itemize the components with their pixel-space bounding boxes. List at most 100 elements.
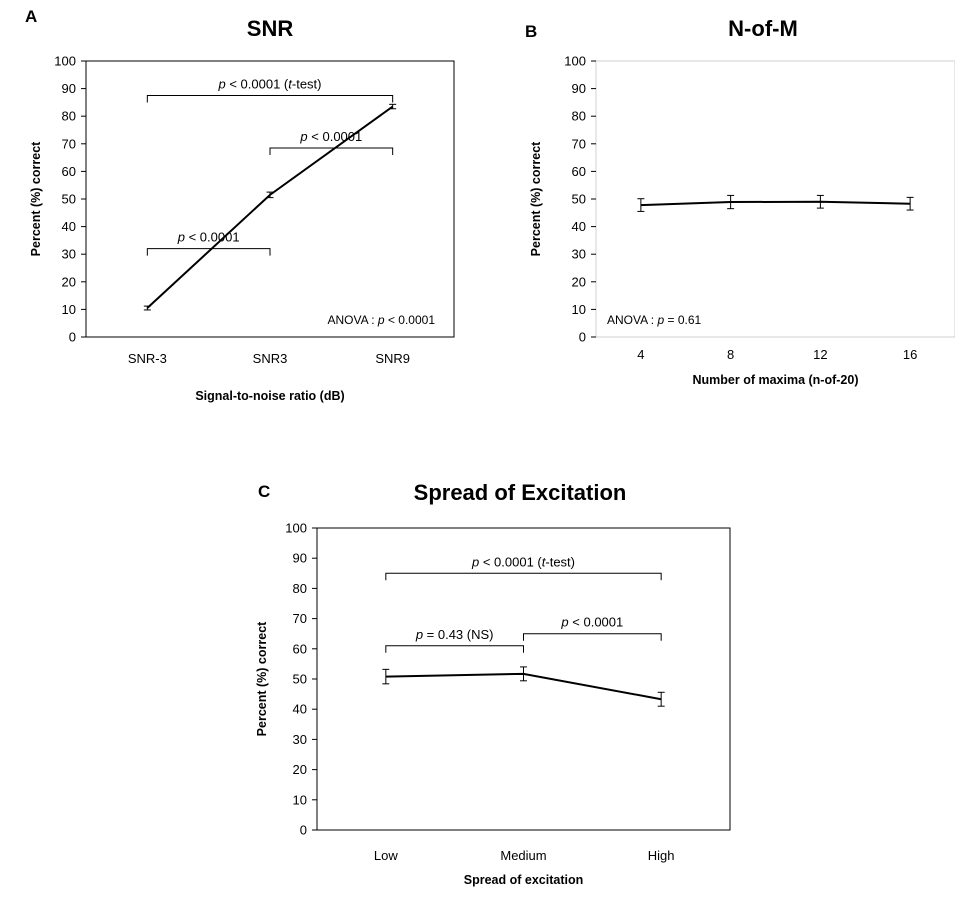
- anova-label-part: ANOVA :: [327, 313, 377, 327]
- chart-panel-a: A SNR 0 10 20 30 40 50 60 70 80 90 100 SNR-3 SNR3 SNR9 S…: [25, 7, 455, 403]
- y-tick-label: 40: [62, 219, 76, 234]
- significance-bracket: p < 0.0001 (t-test): [146, 77, 394, 103]
- bracket-label-part: t: [288, 77, 293, 92]
- y-tick-label: 20: [62, 274, 76, 289]
- x-tick-label: 4: [637, 347, 644, 362]
- y-tick-label: 70: [572, 136, 586, 151]
- series-line: [640, 200, 911, 207]
- y-tick-label: 10: [572, 302, 586, 317]
- chart-panel-b: B N-of-M 0 10 20 30 40 50 60 70 80 90 100 4 8 12 16 Numbe…: [525, 16, 955, 387]
- y-tick-label: 50: [293, 672, 307, 687]
- y-tick-label: 10: [62, 302, 76, 317]
- bracket-label-part: p: [471, 554, 479, 569]
- bracket-label-part: p: [415, 627, 423, 642]
- bracket-line: [385, 645, 524, 653]
- bracket-label-part: p: [560, 615, 568, 630]
- y-tick-label: 100: [285, 521, 307, 536]
- y-axis-label: Percent (%) correct: [29, 141, 43, 256]
- anova-label-part: p: [377, 313, 385, 327]
- x-axis-label: Number of maxima (n-of-20): [693, 373, 859, 387]
- y-tick-label: 30: [62, 247, 76, 262]
- x-tick-label: SNR-3: [128, 351, 167, 366]
- y-axis-label: Percent (%) correct: [255, 621, 269, 736]
- y-tick-label: 20: [572, 274, 586, 289]
- y-tick-label: 90: [293, 551, 307, 566]
- y-tick-label: 70: [293, 611, 307, 626]
- bracket-line: [385, 572, 662, 581]
- chart-panel-c: C Spread of Excitation 0 10 20 30 40 50 60 70 80 90…: [255, 480, 731, 887]
- x-tick-label: 12: [813, 347, 827, 362]
- y-tick-label: 100: [54, 54, 76, 69]
- y-tick-label: 80: [572, 109, 586, 124]
- plot-area-border: [85, 60, 455, 338]
- bracket-label-part: p: [217, 77, 225, 92]
- x-tick-label: SNR9: [375, 351, 410, 366]
- bracket-label: p < 0.0001: [177, 230, 240, 245]
- y-tick-label: 30: [293, 732, 307, 747]
- y-tick-label: 60: [572, 164, 586, 179]
- y-tick-label: 0: [300, 823, 307, 838]
- bracket-label-part: < 0.0001 (: [479, 554, 542, 569]
- anova-label: ANOVA : p = 0.61: [607, 313, 702, 327]
- y-tick-label: 0: [579, 330, 586, 345]
- x-tick-label: SNR3: [253, 351, 288, 366]
- y-tick-label: 80: [293, 581, 307, 596]
- y-tick-label: 10: [293, 792, 307, 807]
- bracket-line: [523, 633, 662, 641]
- significance-bracket: p < 0.0001: [523, 615, 662, 641]
- y-tick-label: 40: [293, 702, 307, 717]
- y-tick-label: 40: [572, 219, 586, 234]
- bracket-line: [269, 147, 394, 155]
- y-tick-label: 70: [62, 136, 76, 151]
- panel-letter: A: [25, 7, 37, 26]
- y-tick-label: 80: [62, 109, 76, 124]
- bracket-label-part: < 0.0001 (: [226, 77, 289, 92]
- bracket-label-part: -test): [545, 554, 575, 569]
- x-axis-label: Spread of excitation: [464, 873, 583, 887]
- bracket-label-part: p: [177, 230, 185, 245]
- bracket-label-part: < 0.0001: [308, 129, 363, 144]
- significance-bracket: p < 0.0001 (t-test): [385, 554, 662, 581]
- bracket-line: [146, 248, 271, 256]
- bracket-label-part: < 0.0001: [569, 615, 624, 630]
- y-tick-label: 60: [62, 164, 76, 179]
- panel-letter: C: [258, 482, 270, 501]
- x-tick-label: Low: [374, 848, 398, 863]
- anova-label-part: p: [656, 313, 664, 327]
- bracket-label-part: -test): [292, 77, 322, 92]
- anova-label-part: < 0.0001: [385, 313, 436, 327]
- chart-title: SNR: [247, 16, 294, 41]
- y-tick-label: 90: [572, 81, 586, 96]
- y-tick-label: 0: [69, 330, 76, 345]
- bracket-label-part: t: [542, 554, 547, 569]
- y-axis-label: Percent (%) correct: [529, 141, 543, 256]
- bracket-label-part: = 0.43 (NS): [423, 627, 493, 642]
- chart-title: Spread of Excitation: [414, 480, 627, 505]
- y-tick-label: 100: [564, 54, 586, 69]
- bracket-label: p < 0.0001: [560, 615, 623, 630]
- y-tick-label: 50: [572, 192, 586, 207]
- x-tick-label: High: [648, 848, 675, 863]
- significance-bracket: p = 0.43 (NS): [385, 627, 524, 653]
- bracket-label: p = 0.43 (NS): [415, 627, 494, 642]
- anova-label-part: ANOVA :: [607, 313, 657, 327]
- y-tick-label: 50: [62, 192, 76, 207]
- chart-title: N-of-M: [728, 16, 798, 41]
- y-tick-label: 60: [293, 641, 307, 656]
- bracket-label: p < 0.0001 (t-test): [471, 554, 575, 569]
- anova-label-part: = 0.61: [664, 313, 701, 327]
- x-tick-label: 16: [903, 347, 917, 362]
- y-tick-label: 20: [293, 762, 307, 777]
- bracket-label: p < 0.0001: [299, 129, 362, 144]
- significance-bracket: p < 0.0001: [146, 230, 271, 256]
- y-tick-label: 90: [62, 81, 76, 96]
- x-tick-label: Medium: [500, 848, 546, 863]
- y-tick-label: 30: [572, 247, 586, 262]
- x-tick-label: 8: [727, 347, 734, 362]
- plot-area-border: [595, 60, 955, 338]
- significance-bracket: p < 0.0001: [269, 129, 394, 155]
- bracket-label-part: < 0.0001: [185, 230, 240, 245]
- x-axis-label: Signal-to-noise ratio (dB): [195, 389, 344, 403]
- panel-letter: B: [525, 22, 537, 41]
- bracket-label-part: p: [299, 129, 307, 144]
